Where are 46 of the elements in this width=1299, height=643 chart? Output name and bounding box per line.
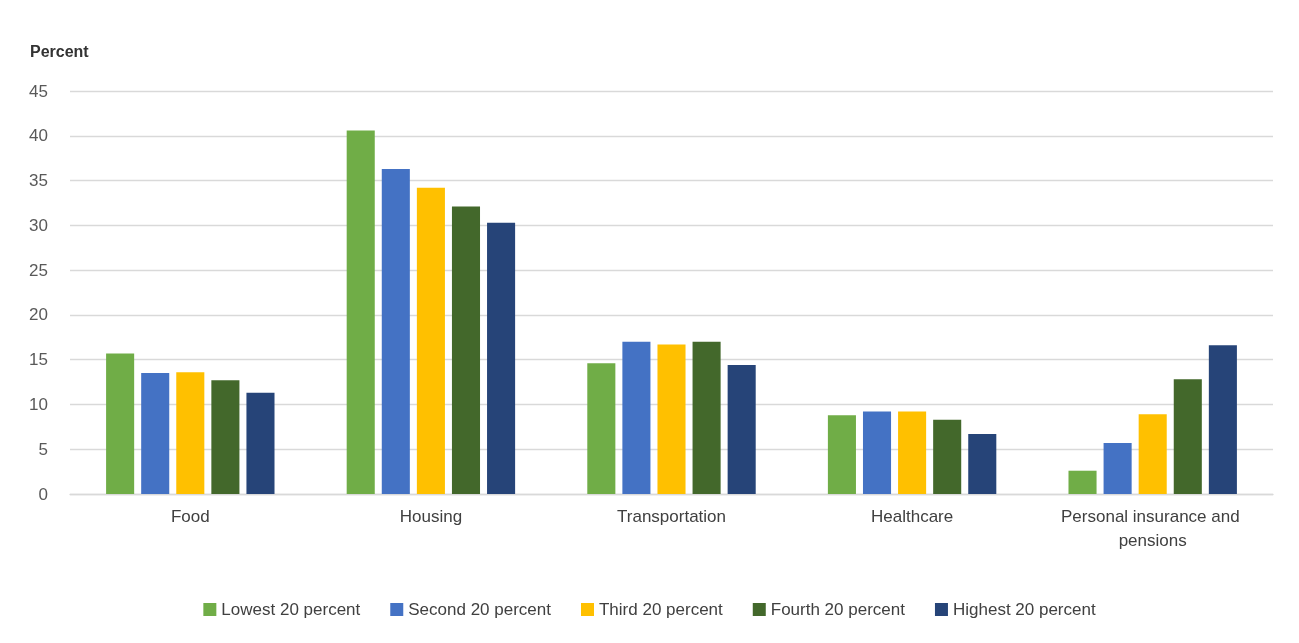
x-tick-label: Transportation [617, 506, 726, 526]
legend-label: Highest 20 percent [952, 600, 1096, 619]
bar [727, 365, 756, 494]
bar [487, 222, 516, 494]
bar [622, 341, 651, 494]
bar [587, 363, 616, 494]
y-tick-label: 35 [29, 171, 48, 191]
bar [1068, 470, 1097, 494]
bar [381, 168, 410, 494]
y-tick-label: 40 [29, 126, 48, 146]
x-tick-label: Healthcare [870, 506, 954, 526]
bar [106, 353, 135, 494]
y-tick-label: 30 [29, 215, 48, 235]
bar [1208, 345, 1237, 494]
bar [692, 341, 721, 494]
bar [862, 411, 892, 494]
bar [141, 373, 170, 494]
bar [1173, 379, 1202, 494]
y-axis-title: Percent [30, 42, 90, 60]
bar [176, 372, 205, 494]
bar [346, 130, 375, 494]
bar [1103, 442, 1132, 494]
legend-label: Fourth 20 percent [770, 600, 906, 619]
y-tick-label: 20 [29, 305, 48, 325]
bar [657, 344, 686, 494]
bar [1138, 414, 1167, 494]
y-tick-label: 15 [29, 350, 48, 370]
legend-label: Lowest 20 percent [221, 600, 361, 619]
bar [933, 419, 962, 494]
legend-label: Second 20 percent [408, 600, 552, 619]
bar [827, 415, 856, 494]
legend-label: Third 20 percent [598, 600, 724, 619]
bar [898, 411, 927, 494]
bar [968, 434, 997, 494]
y-tick-label: 25 [29, 260, 48, 280]
x-tick-label: Personal insurance and pensions [1061, 506, 1245, 550]
y-tick-label: 5 [38, 439, 48, 459]
y-tick-label: 0 [38, 484, 48, 504]
bar [211, 380, 240, 494]
bar [416, 187, 445, 494]
x-tick-label: Food [170, 506, 210, 526]
bar [451, 206, 481, 494]
y-tick-label: 45 [29, 81, 48, 101]
bar [246, 392, 275, 494]
y-tick-label: 10 [29, 394, 48, 414]
x-tick-label: Housing [399, 506, 463, 526]
